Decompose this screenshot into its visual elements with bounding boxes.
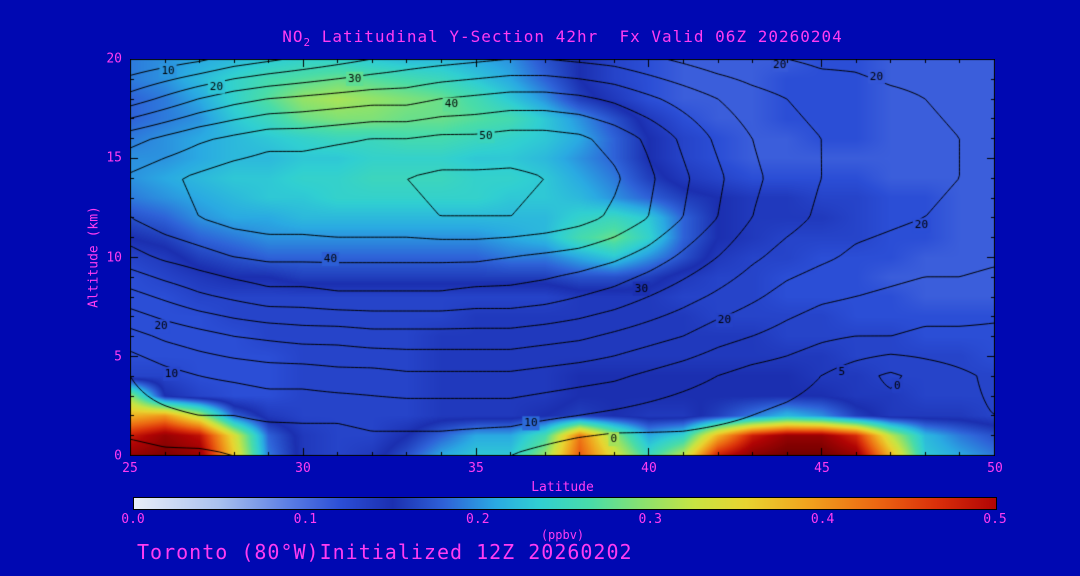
colorbar-tick-label: 0.5 — [983, 512, 1007, 527]
y-axis-tick-label: 10 — [106, 250, 122, 265]
x-axis-tick-label: 40 — [641, 461, 657, 476]
y-axis-tick-label: 5 — [114, 349, 122, 365]
plot-title: NO2 Latitudinal Y-Section 42hr Fx Valid … — [130, 27, 995, 49]
plot-title-species: NO — [282, 27, 304, 46]
x-axis-title: Latitude — [531, 480, 594, 495]
x-axis-tick-label: 35 — [468, 461, 484, 476]
y-axis-tick-label: 20 — [106, 51, 122, 67]
x-axis-tick-label: 45 — [814, 461, 830, 476]
x-axis-tick-labels: 25 30 35 40 45 50 — [122, 461, 1003, 479]
plot-title-rest: Latitudinal Y-Section 42hr Fx Valid 06Z … — [311, 27, 843, 46]
colorbar-tick-labels: 0.0 0.1 0.2 0.3 0.4 0.5 — [121, 512, 1006, 528]
contour-plot-canvas — [130, 59, 995, 456]
y-axis-tick-label: 0 — [114, 448, 122, 464]
x-axis-tick-label: 50 — [987, 461, 1003, 476]
y-axis-tick-label: 15 — [106, 150, 122, 166]
footer-text: Toronto (80°W)Initialized 12Z 20260202 — [137, 540, 633, 564]
x-axis-tick-label: 25 — [122, 461, 138, 476]
plot-title-species-subscript: 2 — [303, 36, 312, 50]
x-axis-tick-label: 30 — [295, 461, 311, 476]
y-axis-tick-labels: 0 5 10 15 20 — [0, 52, 122, 464]
colorbar-tick-label: 0.4 — [810, 512, 835, 527]
colorbar-tick-label: 0.2 — [466, 512, 490, 527]
colorbar-unit-label: (ppbv) — [540, 528, 585, 542]
colorbar-tick-label: 0.1 — [293, 512, 318, 527]
colorbar-tick-label: 0.0 — [121, 512, 145, 527]
colorbar — [133, 497, 997, 510]
colorbar-tick-label: 0.3 — [638, 512, 662, 527]
